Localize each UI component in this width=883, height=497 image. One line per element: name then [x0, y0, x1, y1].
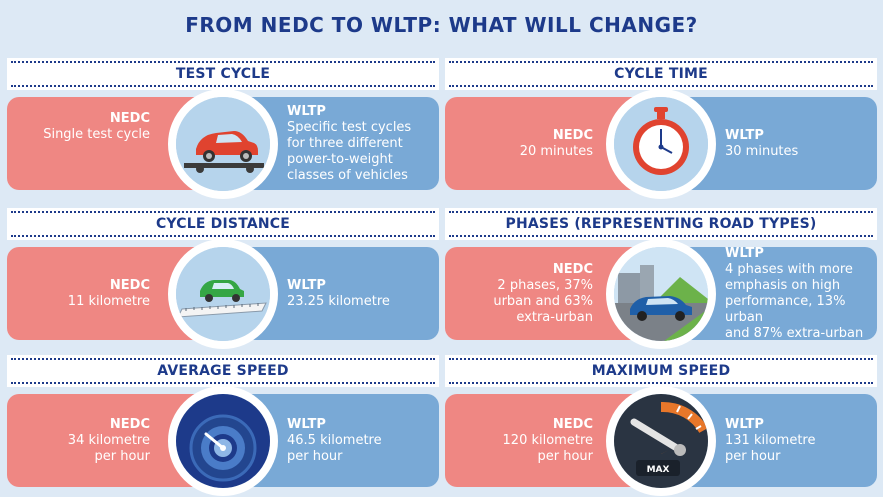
panel-header: PHASES (REPRESENTING ROAD TYPES): [445, 208, 877, 240]
wltp-line: 4 phases with more: [725, 261, 853, 277]
panel-maximum-speed: MAXIMUM SPEED NEDC 120 kilometre per hou…: [445, 355, 877, 496]
car-on-road-icon: [614, 247, 708, 341]
wltp-label: WLTP: [725, 245, 764, 261]
nedc-label: NEDC: [109, 416, 150, 432]
speedometer-icon: [176, 394, 270, 488]
nedc-label: NEDC: [552, 127, 593, 143]
panel-title: CYCLE DISTANCE: [155, 216, 291, 232]
wltp-line: 30 minutes: [725, 143, 799, 159]
icon-circle: [168, 89, 278, 199]
max-gauge-icon: MAX: [614, 394, 708, 488]
panel-body: NEDC 2 phases, 37% urban and 63% extra-u…: [445, 239, 877, 349]
wltp-line: Specific test cycles: [287, 119, 412, 135]
panel-title: CYCLE TIME: [614, 66, 708, 82]
nedc-line: 34 kilometre: [67, 432, 150, 448]
panel-body: NEDC 20 minutes WLTP 30 minutes: [445, 89, 877, 199]
panel-average-speed: AVERAGE SPEED NEDC 34 kilometre per hour: [7, 355, 439, 496]
wltp-text: WLTP 30 minutes: [725, 97, 873, 190]
wltp-line: and 87% extra-urban: [725, 325, 864, 341]
nedc-label: NEDC: [552, 416, 593, 432]
panel-body: NEDC 11 kilometre: [7, 239, 439, 349]
nedc-line: 11 kilometre: [67, 293, 150, 309]
nedc-text: NEDC 120 kilometre per hour: [445, 394, 593, 487]
stopwatch-icon: [614, 97, 708, 191]
panel-phases: PHASES (REPRESENTING ROAD TYPES) NEDC 2 …: [445, 208, 877, 349]
wltp-line: 23.25 kilometre: [287, 293, 390, 309]
gauge-max-label: MAX: [647, 465, 670, 475]
panel-cycle-time: CYCLE TIME NEDC 20 minutes: [445, 58, 877, 199]
icon-circle: [606, 239, 716, 349]
nedc-label: NEDC: [109, 111, 150, 126]
panel-title: AVERAGE SPEED: [157, 363, 289, 379]
panel-body: NEDC 34 kilometre per hour WLTP 46.5 kil…: [7, 386, 439, 496]
wltp-label: WLTP: [287, 103, 326, 119]
wltp-line: classes of vehicles: [287, 167, 408, 183]
panel-header: CYCLE DISTANCE: [7, 208, 439, 240]
wltp-text: WLTP Specific test cycles for three diff…: [287, 97, 435, 190]
nedc-text: NEDC 20 minutes: [445, 97, 593, 190]
wltp-text: WLTP 23.25 kilometre: [287, 247, 435, 340]
wltp-line: performance, 13% urban: [725, 293, 846, 325]
nedc-line: 20 minutes: [519, 143, 593, 159]
wltp-line: per hour: [287, 448, 343, 464]
panel-header: AVERAGE SPEED: [7, 355, 439, 387]
wltp-label: WLTP: [287, 277, 326, 293]
wltp-text: WLTP 4 phases with more emphasis on high…: [725, 245, 873, 341]
icon-circle: [168, 386, 278, 496]
nedc-line: per hour: [94, 448, 150, 464]
wltp-text: WLTP 46.5 kilometre per hour: [287, 394, 435, 487]
nedc-line: per hour: [537, 448, 593, 464]
panel-title: MAXIMUM SPEED: [591, 363, 731, 379]
panel-header: MAXIMUM SPEED: [445, 355, 877, 387]
page-title: FROM NEDC TO WLTP: WHAT WILL CHANGE?: [185, 13, 698, 37]
wltp-label: WLTP: [725, 416, 764, 432]
panel-body: NEDC Single test cycle WLTP Specific tes…: [7, 89, 439, 199]
nedc-label: NEDC: [109, 277, 150, 293]
wltp-text: WLTP 131 kilometre per hour: [725, 394, 873, 487]
icon-circle: [168, 239, 278, 349]
car-on-test-bench-icon: [176, 97, 270, 191]
nedc-label: NEDC: [552, 261, 593, 277]
nedc-text: NEDC 2 phases, 37% urban and 63% extra-u…: [445, 247, 593, 340]
wltp-line: 46.5 kilometre: [287, 432, 382, 448]
nedc-line: Single test cycle: [43, 127, 150, 142]
nedc-line: 2 phases, 37%: [497, 277, 593, 293]
panel-cycle-distance: CYCLE DISTANCE NEDC 11 kilometre: [7, 208, 439, 349]
panel-header: TEST CYCLE: [7, 58, 439, 90]
wltp-label: WLTP: [725, 127, 764, 143]
nedc-text: NEDC 34 kilometre per hour: [7, 394, 150, 487]
wltp-line: power-to-weight: [287, 151, 393, 167]
panel-title: TEST CYCLE: [175, 66, 271, 82]
wltp-line: per hour: [725, 448, 781, 464]
panel-body: NEDC 120 kilometre per hour: [445, 386, 877, 496]
nedc-line: 120 kilometre: [502, 432, 593, 448]
panel-header: CYCLE TIME: [445, 58, 877, 90]
wltp-line: emphasis on high: [725, 277, 841, 293]
car-on-ruler-icon: [176, 247, 270, 341]
nedc-text: NEDC Single test cycle: [7, 97, 150, 190]
nedc-line: urban and 63%: [493, 293, 593, 309]
panel-title: PHASES (REPRESENTING ROAD TYPES): [505, 216, 817, 232]
icon-circle: [606, 89, 716, 199]
wltp-line: for three different: [287, 135, 403, 151]
wltp-label: WLTP: [287, 416, 326, 432]
icon-circle: MAX: [606, 386, 716, 496]
nedc-line: extra-urban: [516, 309, 593, 325]
panel-test-cycle: TEST CYCLE NEDC Single test cycle: [7, 58, 439, 199]
wltp-line: 131 kilometre: [725, 432, 816, 448]
nedc-text: NEDC 11 kilometre: [7, 247, 150, 340]
